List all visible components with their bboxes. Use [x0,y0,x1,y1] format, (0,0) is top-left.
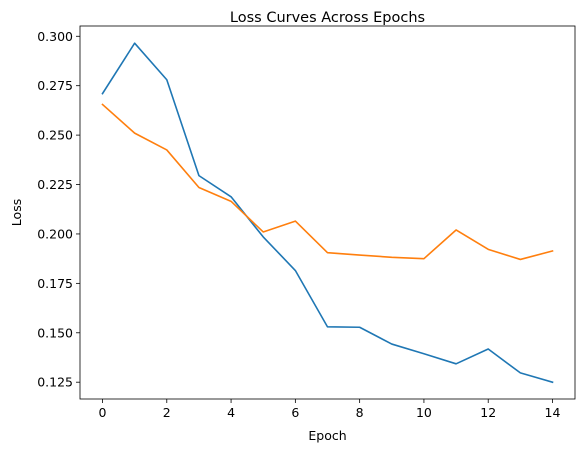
x-tick-label: 14 [545,405,561,420]
x-tick-label: 12 [480,405,496,420]
plot-frame [79,25,576,400]
y-axis-ticks: 0.125 0.150 0.175 0.200 0.225 0.250 0.275 0.300 [37,29,80,390]
series-line-2 [101,103,554,261]
y-tick-label: 0.300 [37,29,73,44]
x-tick-label: 0 [99,405,107,420]
y-axis-label: Loss [9,199,24,226]
x-tick-label: 2 [163,405,171,420]
y-tick-label: 0.275 [37,78,73,93]
y-tick-label: 0.250 [37,128,73,143]
x-axis-ticks: 0 2 4 6 8 10 12 14 [99,399,561,420]
series-layer [101,42,554,384]
x-tick-label: 10 [416,405,432,420]
chart-title: Loss Curves Across Epochs [230,10,425,26]
y-tick-label: 0.150 [37,325,73,340]
y-tick-label: 0.225 [37,177,73,192]
y-tick-label: 0.200 [37,226,73,241]
series-line-1 [101,42,554,384]
x-tick-label: 4 [227,405,235,420]
x-axis-label: Epoch [308,428,346,443]
x-tick-label: 8 [356,405,364,420]
y-tick-label: 0.125 [37,375,73,390]
y-tick-label: 0.175 [37,276,73,291]
x-tick-label: 6 [291,405,299,420]
